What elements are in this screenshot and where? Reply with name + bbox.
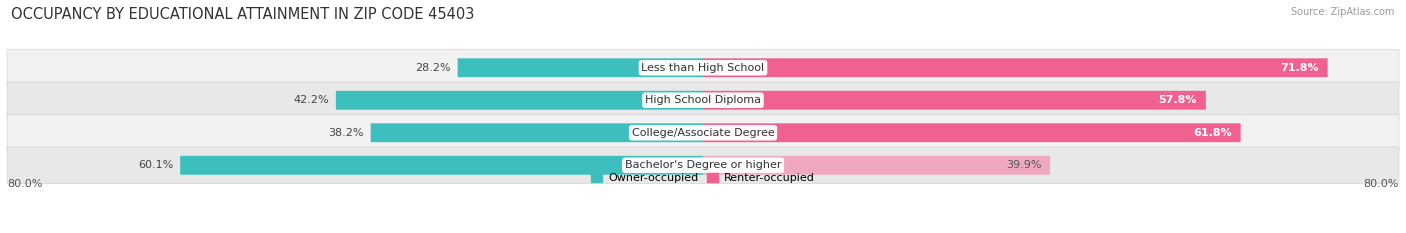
Legend: Owner-occupied, Renter-occupied: Owner-occupied, Renter-occupied bbox=[586, 168, 820, 188]
Text: 80.0%: 80.0% bbox=[7, 179, 42, 189]
FancyBboxPatch shape bbox=[703, 58, 1327, 77]
FancyBboxPatch shape bbox=[7, 115, 1399, 151]
Text: Source: ZipAtlas.com: Source: ZipAtlas.com bbox=[1291, 7, 1395, 17]
Text: 57.8%: 57.8% bbox=[1159, 95, 1197, 105]
FancyBboxPatch shape bbox=[703, 123, 1240, 142]
FancyBboxPatch shape bbox=[7, 50, 1399, 86]
FancyBboxPatch shape bbox=[180, 156, 703, 175]
FancyBboxPatch shape bbox=[458, 58, 703, 77]
Text: 39.9%: 39.9% bbox=[1005, 160, 1042, 170]
Text: 61.8%: 61.8% bbox=[1194, 128, 1232, 138]
Text: Bachelor's Degree or higher: Bachelor's Degree or higher bbox=[624, 160, 782, 170]
FancyBboxPatch shape bbox=[703, 91, 1206, 110]
Text: College/Associate Degree: College/Associate Degree bbox=[631, 128, 775, 138]
FancyBboxPatch shape bbox=[336, 91, 703, 110]
FancyBboxPatch shape bbox=[7, 147, 1399, 183]
Text: Less than High School: Less than High School bbox=[641, 63, 765, 73]
Text: 38.2%: 38.2% bbox=[328, 128, 364, 138]
Text: 60.1%: 60.1% bbox=[138, 160, 173, 170]
FancyBboxPatch shape bbox=[7, 82, 1399, 118]
Text: 80.0%: 80.0% bbox=[1364, 179, 1399, 189]
FancyBboxPatch shape bbox=[371, 123, 703, 142]
FancyBboxPatch shape bbox=[703, 156, 1050, 175]
Text: 42.2%: 42.2% bbox=[294, 95, 329, 105]
Text: OCCUPANCY BY EDUCATIONAL ATTAINMENT IN ZIP CODE 45403: OCCUPANCY BY EDUCATIONAL ATTAINMENT IN Z… bbox=[11, 7, 475, 22]
Text: 71.8%: 71.8% bbox=[1281, 63, 1319, 73]
Text: High School Diploma: High School Diploma bbox=[645, 95, 761, 105]
Text: 28.2%: 28.2% bbox=[415, 63, 451, 73]
